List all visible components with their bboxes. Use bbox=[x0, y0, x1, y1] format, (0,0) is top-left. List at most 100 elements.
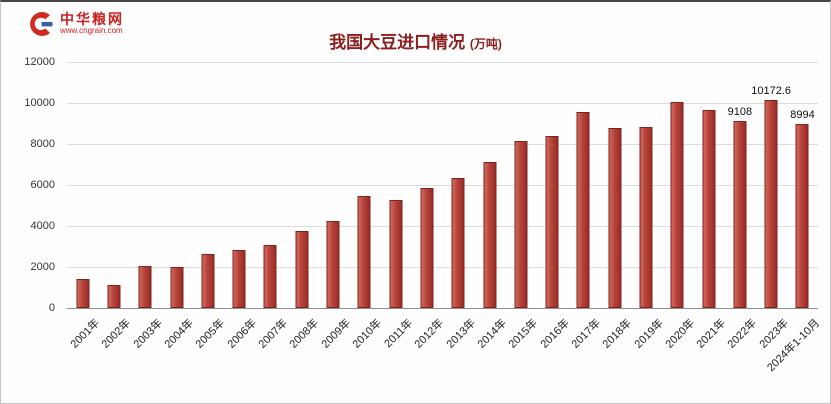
bar bbox=[576, 112, 590, 308]
y-tick-label: 10000 bbox=[24, 97, 55, 109]
bar-group bbox=[505, 62, 536, 308]
plot-wrap: 9108 10172.6 8994 2001年 2002年 2003年 2004年 2005… bbox=[67, 62, 822, 395]
x-tick: 2015年 bbox=[505, 309, 541, 395]
bar bbox=[795, 123, 809, 308]
logo-brand: 中华粮网 bbox=[60, 11, 124, 28]
bar-group bbox=[67, 62, 98, 308]
bar bbox=[545, 136, 559, 308]
x-tick: 2005年 bbox=[192, 309, 228, 395]
bar-group bbox=[192, 62, 223, 308]
bar bbox=[326, 220, 340, 308]
bar-group bbox=[536, 62, 567, 308]
y-tick-label: 12000 bbox=[24, 56, 55, 68]
x-tick: 2016年 bbox=[536, 309, 572, 395]
bar bbox=[639, 126, 653, 308]
bar bbox=[170, 266, 184, 308]
bar bbox=[201, 253, 215, 308]
bar bbox=[138, 265, 152, 308]
bar-group: 8994 bbox=[787, 62, 818, 308]
y-tick-label: 6000 bbox=[30, 179, 55, 191]
bar-group: 9108 bbox=[724, 62, 755, 308]
bar bbox=[232, 250, 246, 308]
bar-group bbox=[662, 62, 693, 308]
bar bbox=[608, 127, 622, 308]
y-axis: 0 2000 4000 6000 8000 10000 12000 bbox=[13, 56, 63, 314]
bar-group bbox=[130, 62, 161, 308]
x-tick: 2009年 bbox=[317, 309, 353, 395]
bar bbox=[420, 188, 434, 308]
bar-value-label: 8994 bbox=[790, 108, 815, 121]
bar bbox=[389, 200, 403, 308]
bar bbox=[295, 231, 309, 308]
bar bbox=[263, 244, 277, 308]
x-tick: 2012年 bbox=[411, 309, 447, 395]
bar bbox=[764, 99, 778, 308]
x-axis: 2001年 2002年 2003年 2004年 2005年 2006年 2007年 2008年… bbox=[67, 309, 822, 395]
chart-title: 我国大豆进口情况 (万吨) bbox=[329, 28, 502, 53]
gridline bbox=[67, 144, 818, 145]
x-tick: 2010年 bbox=[349, 309, 384, 395]
logo-text: 中华粮网 www.cngrain.com bbox=[60, 12, 124, 35]
bar-group bbox=[693, 62, 724, 308]
bar-group bbox=[349, 62, 380, 308]
x-tick: 2020年 bbox=[662, 309, 697, 395]
gridline bbox=[67, 226, 818, 227]
cngrain-logo-icon bbox=[30, 12, 53, 37]
bar-group bbox=[286, 62, 317, 308]
chart-area: 0 2000 4000 6000 8000 10000 12000 9108 10172.6 8… bbox=[13, 56, 822, 399]
bar-group bbox=[599, 62, 630, 308]
bar-group bbox=[161, 62, 192, 308]
x-tick: 2004年 bbox=[161, 309, 197, 395]
x-tick: 2003年 bbox=[130, 309, 165, 395]
x-tick: 2008年 bbox=[286, 309, 322, 395]
logo-url: www.cngrain.com bbox=[60, 26, 123, 36]
x-tick: 2011年 bbox=[380, 309, 415, 395]
gridline bbox=[67, 185, 818, 186]
bar bbox=[514, 140, 528, 308]
gridline bbox=[67, 62, 818, 63]
bar bbox=[451, 178, 465, 308]
x-tick: 2013年 bbox=[443, 309, 478, 395]
x-tick: 2018年 bbox=[599, 309, 635, 395]
gridline bbox=[67, 103, 818, 104]
bar-group bbox=[223, 62, 254, 308]
bar-group bbox=[474, 62, 505, 308]
chart-title-text: 我国大豆进口情况 bbox=[329, 33, 466, 52]
bar-group bbox=[411, 62, 442, 308]
bar bbox=[76, 279, 90, 308]
x-tick: 2002年 bbox=[98, 309, 134, 395]
plot-area: 9108 10172.6 8994 bbox=[67, 62, 818, 309]
bar-group bbox=[568, 62, 599, 308]
x-tick: 2007年 bbox=[255, 309, 290, 395]
y-tick-label: 0 bbox=[48, 302, 55, 314]
bar-group: 10172.6 bbox=[751, 62, 791, 308]
y-tick-label: 8000 bbox=[30, 138, 55, 150]
bar-group bbox=[443, 62, 474, 308]
x-tick: 2017年 bbox=[568, 309, 603, 395]
bar bbox=[357, 195, 371, 308]
bar bbox=[702, 110, 716, 308]
bar-group bbox=[255, 62, 286, 308]
x-tick: 2022年 bbox=[724, 309, 760, 395]
bar-group bbox=[380, 62, 411, 308]
x-tick: 2024年1-10月 bbox=[765, 309, 822, 395]
y-tick-label: 2000 bbox=[30, 261, 55, 273]
bar-value-label: 9108 bbox=[727, 106, 753, 119]
bar bbox=[107, 284, 121, 308]
x-tick: 2001年 bbox=[67, 309, 103, 395]
x-tick: 2014年 bbox=[474, 309, 510, 395]
logo: 中华粮网 www.cngrain.com bbox=[27, 10, 124, 38]
bar bbox=[670, 102, 684, 308]
bar-group bbox=[630, 62, 661, 308]
y-tick-label: 4000 bbox=[30, 220, 55, 232]
bar bbox=[483, 161, 496, 308]
gridline bbox=[67, 267, 818, 268]
bar bbox=[733, 121, 747, 308]
chart-title-unit: (万吨) bbox=[469, 37, 502, 51]
bar-group bbox=[98, 62, 129, 308]
x-tick: 2006年 bbox=[223, 309, 259, 395]
bar-group bbox=[317, 62, 348, 308]
bar-value-label: 10172.6 bbox=[751, 84, 792, 97]
x-tick: 2021年 bbox=[693, 309, 729, 395]
